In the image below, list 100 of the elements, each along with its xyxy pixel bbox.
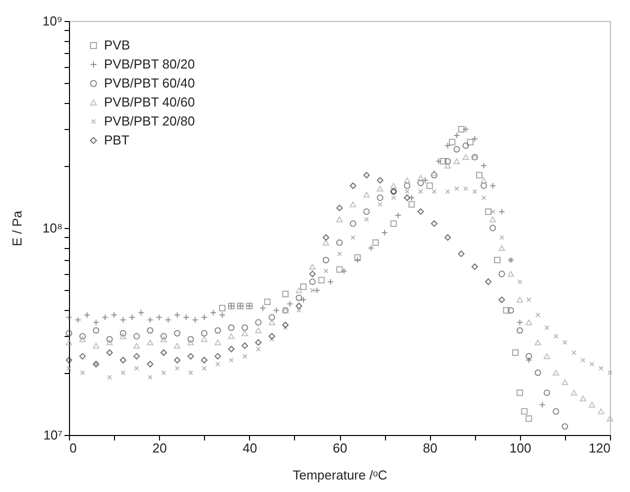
point xyxy=(430,170,438,176)
point xyxy=(242,330,248,336)
point xyxy=(255,339,262,346)
point xyxy=(336,204,343,212)
point xyxy=(336,239,343,246)
point xyxy=(80,370,85,376)
point xyxy=(202,366,207,371)
legend-label: PVB/PBT 80/20 xyxy=(104,56,195,72)
point xyxy=(526,320,532,326)
point xyxy=(133,353,140,360)
point xyxy=(264,298,271,306)
legend-label: PVB xyxy=(104,38,130,52)
point xyxy=(260,304,266,312)
point xyxy=(445,189,450,194)
point xyxy=(526,297,532,302)
point xyxy=(174,312,180,318)
y-tick-label: 10⁹ xyxy=(42,14,62,28)
point xyxy=(480,177,488,184)
point xyxy=(552,408,560,415)
point xyxy=(255,328,262,334)
x-tick-label: 60 xyxy=(332,440,348,456)
point xyxy=(128,314,136,321)
point xyxy=(79,353,86,360)
point xyxy=(376,194,384,201)
point xyxy=(472,263,478,270)
point xyxy=(309,270,316,278)
point xyxy=(327,278,334,285)
point xyxy=(562,423,568,430)
point xyxy=(324,268,328,274)
point xyxy=(480,162,488,169)
point xyxy=(79,336,86,342)
point xyxy=(462,154,469,160)
point xyxy=(539,402,546,408)
point xyxy=(146,327,154,334)
point xyxy=(309,278,316,285)
point xyxy=(164,316,172,324)
point xyxy=(337,251,342,256)
point xyxy=(228,346,235,352)
point xyxy=(74,316,82,324)
point xyxy=(432,189,437,194)
point xyxy=(463,186,468,192)
point xyxy=(608,370,612,376)
point xyxy=(408,194,415,201)
point xyxy=(381,229,388,236)
point xyxy=(66,366,72,371)
point xyxy=(84,312,90,318)
point xyxy=(92,327,100,334)
point xyxy=(120,330,126,337)
point xyxy=(368,244,374,252)
point xyxy=(462,126,469,132)
point xyxy=(350,235,356,240)
point xyxy=(458,126,464,132)
point xyxy=(174,356,180,364)
point xyxy=(590,362,594,367)
point xyxy=(296,302,302,310)
point xyxy=(350,220,356,227)
point xyxy=(517,279,522,284)
point xyxy=(378,202,382,207)
point xyxy=(268,320,276,326)
point xyxy=(580,358,586,363)
point xyxy=(467,138,474,146)
point xyxy=(174,330,180,337)
point xyxy=(210,309,217,316)
point xyxy=(120,356,126,364)
point xyxy=(133,342,140,349)
point xyxy=(66,330,72,337)
point xyxy=(444,234,451,241)
x-tick-label: 80 xyxy=(422,440,438,456)
point xyxy=(552,370,560,376)
point xyxy=(161,370,166,376)
point xyxy=(404,182,410,189)
point xyxy=(322,234,330,241)
point xyxy=(490,182,496,189)
point xyxy=(453,146,460,153)
point xyxy=(314,287,320,294)
point xyxy=(444,142,451,149)
point xyxy=(404,189,410,194)
point xyxy=(570,390,578,396)
point xyxy=(544,390,550,396)
point xyxy=(242,324,248,331)
point xyxy=(354,254,361,261)
point xyxy=(494,256,501,264)
point xyxy=(66,340,72,346)
point xyxy=(394,212,402,219)
point xyxy=(146,316,154,324)
point xyxy=(138,309,144,316)
point xyxy=(448,138,456,146)
point xyxy=(521,408,528,415)
point xyxy=(146,360,154,368)
point xyxy=(516,390,524,396)
point xyxy=(376,177,384,184)
point xyxy=(187,353,194,360)
y-tick-label: 10⁸ xyxy=(42,220,62,236)
point xyxy=(296,287,302,294)
point xyxy=(282,290,289,298)
point xyxy=(214,353,222,360)
point xyxy=(201,314,208,321)
point xyxy=(580,396,586,402)
x-tick-label: 40 xyxy=(242,440,258,456)
point xyxy=(534,340,542,346)
